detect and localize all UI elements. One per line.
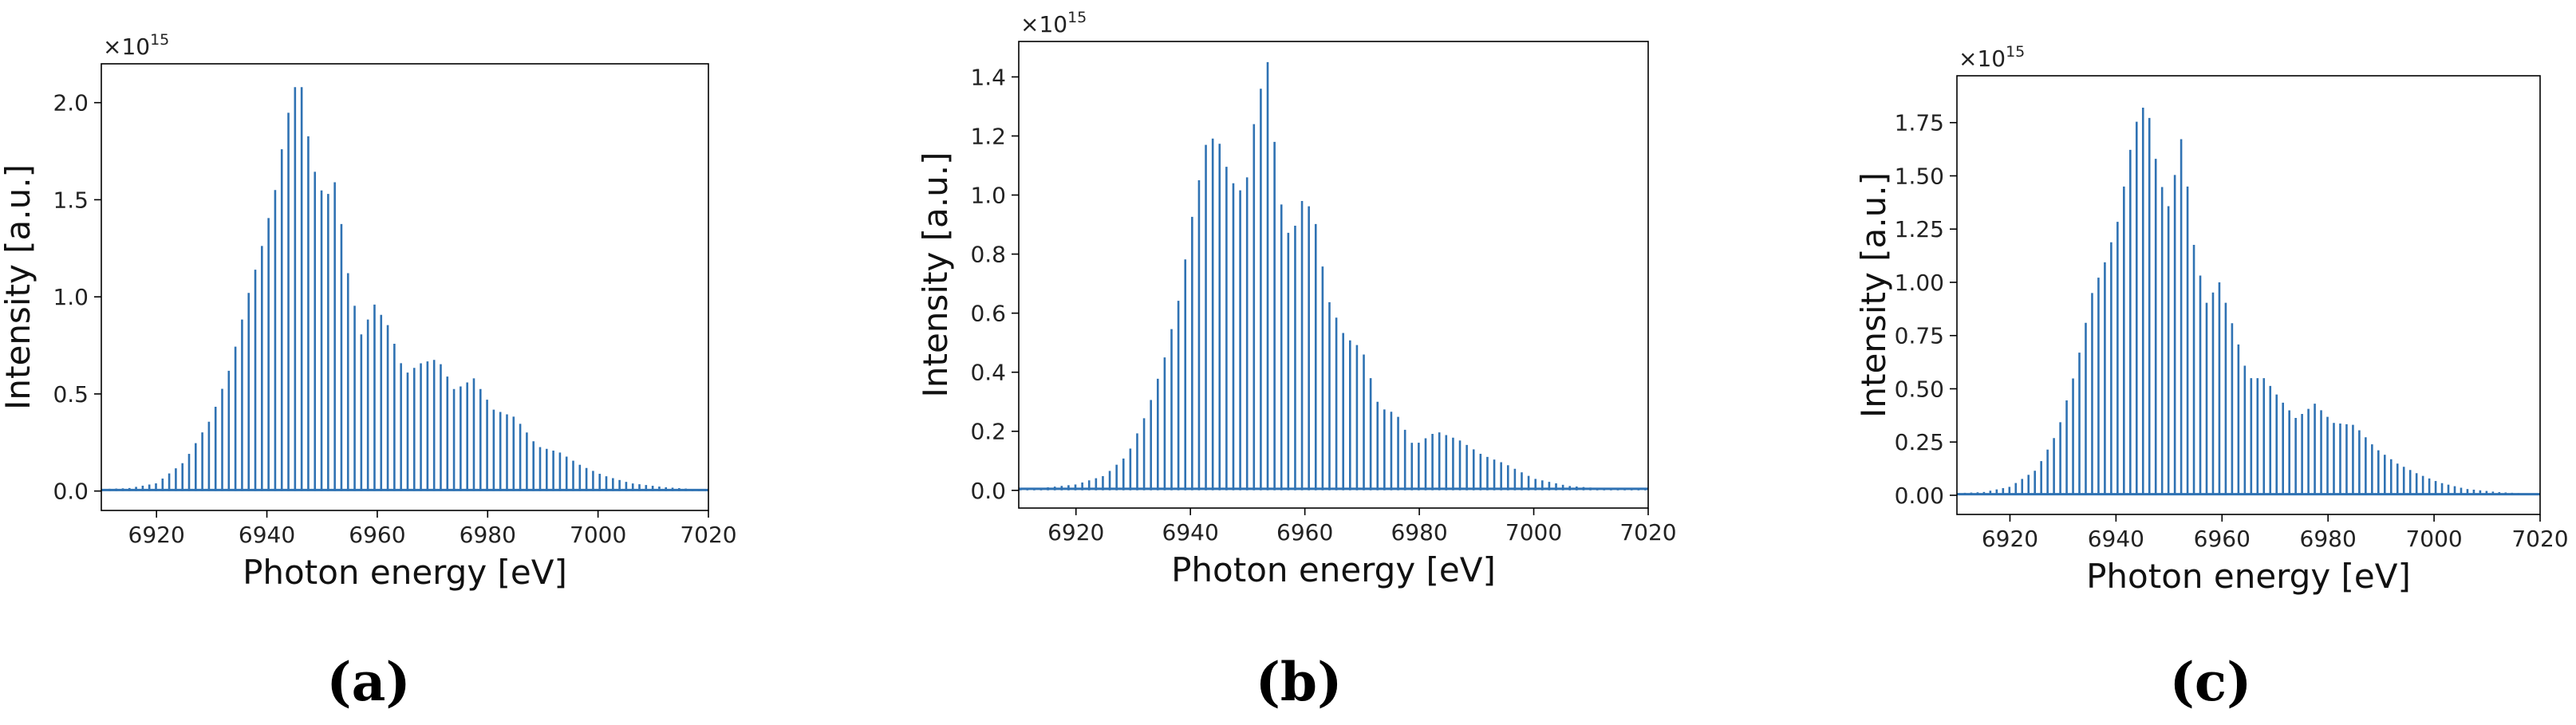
y-tick-label: 1.0 (53, 284, 89, 310)
x-tick-label: 6920 (128, 522, 185, 548)
plot-frame (1956, 75, 2541, 515)
x-tick-label: 7020 (680, 522, 736, 548)
panel-caption-a: (a) (326, 651, 410, 713)
y-tick-label: 1.0 (970, 183, 1006, 209)
y-tick-label: 1.50 (1895, 163, 1944, 189)
y-tick-label: 0.6 (970, 301, 1006, 327)
spectrum-spikes (1019, 61, 1647, 491)
x-tick-label: 6960 (2194, 526, 2251, 552)
x-axis-ticks: 6920 6940 6960 6980 7000 7020 (128, 510, 737, 548)
x-tick-label: 6920 (1047, 519, 1104, 546)
y-tick-label: 1.2 (970, 123, 1006, 149)
y-scale-multiplier: ×1015 (1959, 43, 2025, 72)
y-axis-label: Intensity [a.u.] (1854, 172, 1893, 418)
x-axis-ticks: 6920 6940 6960 6980 7000 7020 (1047, 508, 1677, 546)
x-axis-label: Photon energy [eV] (243, 553, 567, 592)
y-tick-label: 0.00 (1895, 483, 1944, 509)
x-tick-label: 6940 (239, 522, 295, 548)
panel-caption-b: (b) (1256, 651, 1343, 713)
y-tick-label: 1.4 (970, 64, 1006, 90)
x-tick-label: 6980 (1391, 519, 1447, 546)
y-tick-label: 1.00 (1895, 270, 1944, 296)
y-tick-label: 0.50 (1895, 376, 1944, 402)
chart-panel-c: 6920 6940 6960 6980 7000 7020 0.00 0.25 0.50 0.7… (1854, 43, 2569, 713)
y-tick-label: 0.75 (1895, 323, 1944, 349)
spectrum-spikes (101, 87, 707, 491)
chart-panel-a: 6920 6940 6960 6980 7000 7020 0.0 0.5 1.0 1.5 2.0… (0, 31, 737, 713)
x-tick-label: 7000 (2405, 526, 2462, 552)
x-axis-label: Photon energy [eV] (1171, 550, 1496, 589)
y-axis-ticks: 0.00 0.25 0.50 0.75 1.00 1.25 1.50 1.75 (1895, 110, 1957, 509)
x-tick-label: 7000 (1505, 519, 1562, 546)
chart-panel-b: 6920 6940 6960 6980 7000 7020 0.0 0.2 0.4 0.6 0.8… (916, 9, 1677, 713)
y-axis-label: Intensity [a.u.] (0, 164, 37, 410)
x-tick-label: 6940 (1162, 519, 1219, 546)
y-tick-label: 0.25 (1895, 429, 1944, 455)
y-tick-label: 1.75 (1895, 110, 1944, 136)
y-axis-label: Intensity [a.u.] (916, 152, 955, 398)
y-axis-ticks: 0.0 0.2 0.4 0.6 0.8 1.0 1.2 1.4 (970, 64, 1019, 504)
y-scale-multiplier: ×1015 (103, 31, 169, 60)
plot-frame (101, 63, 709, 511)
x-axis-ticks: 6920 6940 6960 6980 7000 7020 (1982, 514, 2569, 552)
x-tick-label: 6920 (1982, 526, 2038, 552)
panel-caption-c: (c) (2170, 651, 2252, 713)
y-tick-label: 0.5 (53, 381, 89, 408)
y-tick-label: 0.0 (970, 478, 1006, 504)
x-tick-label: 6980 (460, 522, 516, 548)
spectrum-spikes (1957, 108, 2539, 495)
x-tick-label: 6960 (1276, 519, 1333, 546)
y-tick-label: 1.25 (1895, 216, 1944, 242)
y-tick-label: 1.5 (53, 187, 89, 213)
x-tick-label: 6940 (2088, 526, 2144, 552)
x-tick-label: 7000 (570, 522, 626, 548)
plot-frame (1018, 41, 1649, 509)
x-tick-label: 7020 (1619, 519, 1676, 546)
y-tick-label: 2.0 (53, 90, 89, 116)
y-tick-label: 0.8 (970, 242, 1006, 268)
x-axis-label: Photon energy [eV] (2086, 557, 2411, 596)
y-tick-label: 0.4 (970, 360, 1006, 386)
y-axis-ticks: 0.0 0.5 1.0 1.5 2.0 (53, 90, 101, 505)
x-tick-label: 6980 (2300, 526, 2357, 552)
x-tick-label: 7020 (2511, 526, 2568, 552)
y-scale-multiplier: ×1015 (1020, 9, 1087, 37)
y-tick-label: 0.2 (970, 419, 1006, 445)
y-tick-label: 0.0 (53, 479, 89, 505)
x-tick-label: 6960 (349, 522, 405, 548)
